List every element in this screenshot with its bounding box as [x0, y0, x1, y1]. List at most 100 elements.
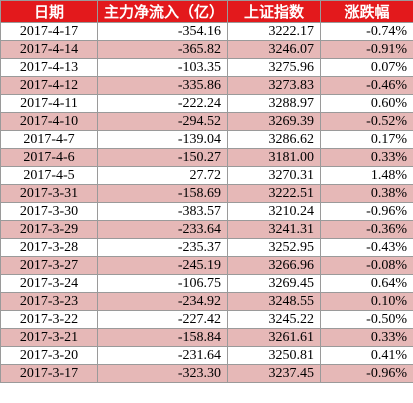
net-inflow-cell: -234.92: [97, 292, 228, 311]
index-cell: 3269.39: [227, 112, 321, 131]
table-row: 2017-3-27 -245.19 3266.96 -0.08%: [0, 256, 413, 275]
net-inflow-cell: -158.84: [97, 328, 228, 347]
index-cell: 3248.55: [227, 292, 321, 311]
table-row: 2017-4-10 -294.52 3269.39 -0.52%: [0, 112, 413, 131]
index-cell: 3210.24: [227, 202, 321, 221]
net-inflow-cell: -222.24: [97, 94, 228, 113]
header-cell: 主力净流入（亿）: [97, 0, 228, 23]
index-cell: 3252.95: [227, 238, 321, 257]
net-inflow-cell: -245.19: [97, 256, 228, 275]
table-row: 2017-3-31 -158.69 3222.51 0.38%: [0, 184, 413, 203]
date-cell: 2017-4-12: [0, 76, 98, 95]
change-cell: 0.17%: [320, 130, 413, 149]
net-inflow-cell: -231.64: [97, 346, 228, 365]
change-cell: -0.96%: [320, 202, 413, 221]
net-inflow-cell: -383.57: [97, 202, 228, 221]
table-row: 2017-4-11 -222.24 3288.97 0.60%: [0, 94, 413, 113]
net-inflow-cell: -323.30: [97, 364, 228, 383]
table-row: 2017-3-29 -233.64 3241.31 -0.36%: [0, 220, 413, 239]
net-inflow-cell: -235.37: [97, 238, 228, 257]
data-table: 日期 主力净流入（亿） 上证指数 涨跌幅 2017-4-17 -354.16 3222.1…: [0, 0, 413, 383]
index-cell: 3286.62: [227, 130, 321, 149]
net-inflow-cell: -335.86: [97, 76, 228, 95]
date-cell: 2017-3-30: [0, 202, 98, 221]
change-cell: -0.08%: [320, 256, 413, 275]
table-row: 2017-3-23 -234.92 3248.55 0.10%: [0, 292, 413, 311]
date-cell: 2017-3-24: [0, 274, 98, 293]
change-cell: -0.36%: [320, 220, 413, 239]
change-cell: 0.07%: [320, 58, 413, 77]
change-cell: -0.46%: [320, 76, 413, 95]
date-cell: 2017-4-5: [0, 166, 98, 185]
date-cell: 2017-3-29: [0, 220, 98, 239]
change-cell: 0.10%: [320, 292, 413, 311]
change-cell: 1.48%: [320, 166, 413, 185]
table-row: 2017-3-28 -235.37 3252.95 -0.43%: [0, 238, 413, 257]
table-body: 2017-4-17 -354.16 3222.17 -0.74% 2017-4-14 -3…: [0, 22, 413, 383]
index-cell: 3222.17: [227, 22, 321, 41]
index-cell: 3273.83: [227, 76, 321, 95]
table-row: 2017-4-7 -139.04 3286.62 0.17%: [0, 130, 413, 149]
index-cell: 3261.61: [227, 328, 321, 347]
table-row: 2017-4-12 -335.86 3273.83 -0.46%: [0, 76, 413, 95]
date-cell: 2017-4-6: [0, 148, 98, 167]
table-row: 2017-4-5 27.72 3270.31 1.48%: [0, 166, 413, 185]
net-inflow-cell: -158.69: [97, 184, 228, 203]
table-row: 2017-3-30 -383.57 3210.24 -0.96%: [0, 202, 413, 221]
change-cell: 0.33%: [320, 148, 413, 167]
index-cell: 3269.45: [227, 274, 321, 293]
index-cell: 3222.51: [227, 184, 321, 203]
table-row: 2017-4-17 -354.16 3222.17 -0.74%: [0, 22, 413, 41]
index-cell: 3245.22: [227, 310, 321, 329]
date-cell: 2017-4-10: [0, 112, 98, 131]
header-cell: 涨跌幅: [320, 0, 413, 23]
net-inflow-cell: -294.52: [97, 112, 228, 131]
header-cell: 上证指数: [227, 0, 321, 23]
index-cell: 3241.31: [227, 220, 321, 239]
net-inflow-cell: -354.16: [97, 22, 228, 41]
date-cell: 2017-3-22: [0, 310, 98, 329]
date-cell: 2017-4-17: [0, 22, 98, 41]
header-cell: 日期: [0, 0, 98, 23]
change-cell: 0.60%: [320, 94, 413, 113]
net-inflow-cell: -233.64: [97, 220, 228, 239]
index-cell: 3237.45: [227, 364, 321, 383]
change-cell: -0.52%: [320, 112, 413, 131]
date-cell: 2017-3-23: [0, 292, 98, 311]
change-cell: -0.50%: [320, 310, 413, 329]
table-row: 2017-3-24 -106.75 3269.45 0.64%: [0, 274, 413, 293]
date-cell: 2017-3-28: [0, 238, 98, 257]
index-cell: 3288.97: [227, 94, 321, 113]
date-cell: 2017-3-31: [0, 184, 98, 203]
net-inflow-cell: -365.82: [97, 40, 228, 59]
date-cell: 2017-3-20: [0, 346, 98, 365]
date-cell: 2017-3-27: [0, 256, 98, 275]
table-row: 2017-4-13 -103.35 3275.96 0.07%: [0, 58, 413, 77]
header-row: 日期 主力净流入（亿） 上证指数 涨跌幅: [0, 0, 413, 23]
change-cell: -0.74%: [320, 22, 413, 41]
index-cell: 3275.96: [227, 58, 321, 77]
index-cell: 3270.31: [227, 166, 321, 185]
index-cell: 3181.00: [227, 148, 321, 167]
net-inflow-cell: 27.72: [97, 166, 228, 185]
net-inflow-cell: -139.04: [97, 130, 228, 149]
net-inflow-cell: -106.75: [97, 274, 228, 293]
net-inflow-cell: -150.27: [97, 148, 228, 167]
change-cell: 0.41%: [320, 346, 413, 365]
table-row: 2017-4-14 -365.82 3246.07 -0.91%: [0, 40, 413, 59]
change-cell: -0.91%: [320, 40, 413, 59]
table-row: 2017-3-22 -227.42 3245.22 -0.50%: [0, 310, 413, 329]
index-cell: 3246.07: [227, 40, 321, 59]
date-cell: 2017-4-14: [0, 40, 98, 59]
date-cell: 2017-3-17: [0, 364, 98, 383]
index-cell: 3266.96: [227, 256, 321, 275]
change-cell: 0.33%: [320, 328, 413, 347]
table-row: 2017-4-6 -150.27 3181.00 0.33%: [0, 148, 413, 167]
date-cell: 2017-3-21: [0, 328, 98, 347]
net-inflow-cell: -227.42: [97, 310, 228, 329]
table-row: 2017-3-20 -231.64 3250.81 0.41%: [0, 346, 413, 365]
date-cell: 2017-4-11: [0, 94, 98, 113]
change-cell: 0.64%: [320, 274, 413, 293]
change-cell: 0.38%: [320, 184, 413, 203]
